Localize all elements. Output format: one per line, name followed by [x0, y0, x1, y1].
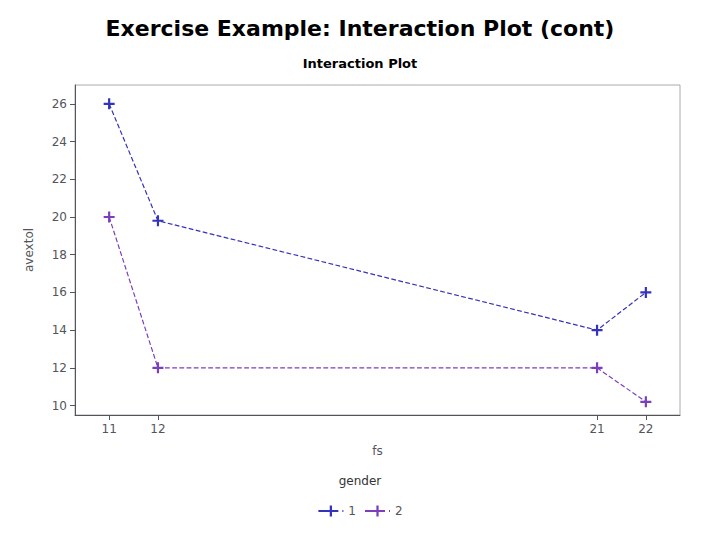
svg-text:14: 14: [52, 323, 67, 337]
svg-text:Interaction Plot: Interaction Plot: [303, 56, 418, 71]
svg-text:21: 21: [589, 422, 604, 436]
svg-text:18: 18: [52, 248, 67, 262]
svg-text:1: 1: [348, 504, 356, 518]
svg-text:10: 10: [52, 399, 67, 413]
svg-text:24: 24: [52, 135, 67, 149]
svg-text:22: 22: [638, 422, 653, 436]
svg-text:2: 2: [395, 504, 403, 518]
svg-text:22: 22: [52, 172, 67, 186]
svg-text:16: 16: [52, 285, 67, 299]
svg-text:12: 12: [52, 361, 67, 375]
svg-text:11: 11: [102, 422, 117, 436]
svg-text:gender: gender: [339, 474, 382, 488]
svg-text:26: 26: [52, 97, 67, 111]
svg-text:12: 12: [150, 422, 165, 436]
svg-text:avextol: avextol: [22, 228, 36, 272]
svg-text:20: 20: [52, 210, 67, 224]
svg-text:fs: fs: [372, 444, 382, 458]
svg-text:Exercise Example: Interaction: Exercise Example: Interaction Plot (cont…: [106, 16, 615, 41]
